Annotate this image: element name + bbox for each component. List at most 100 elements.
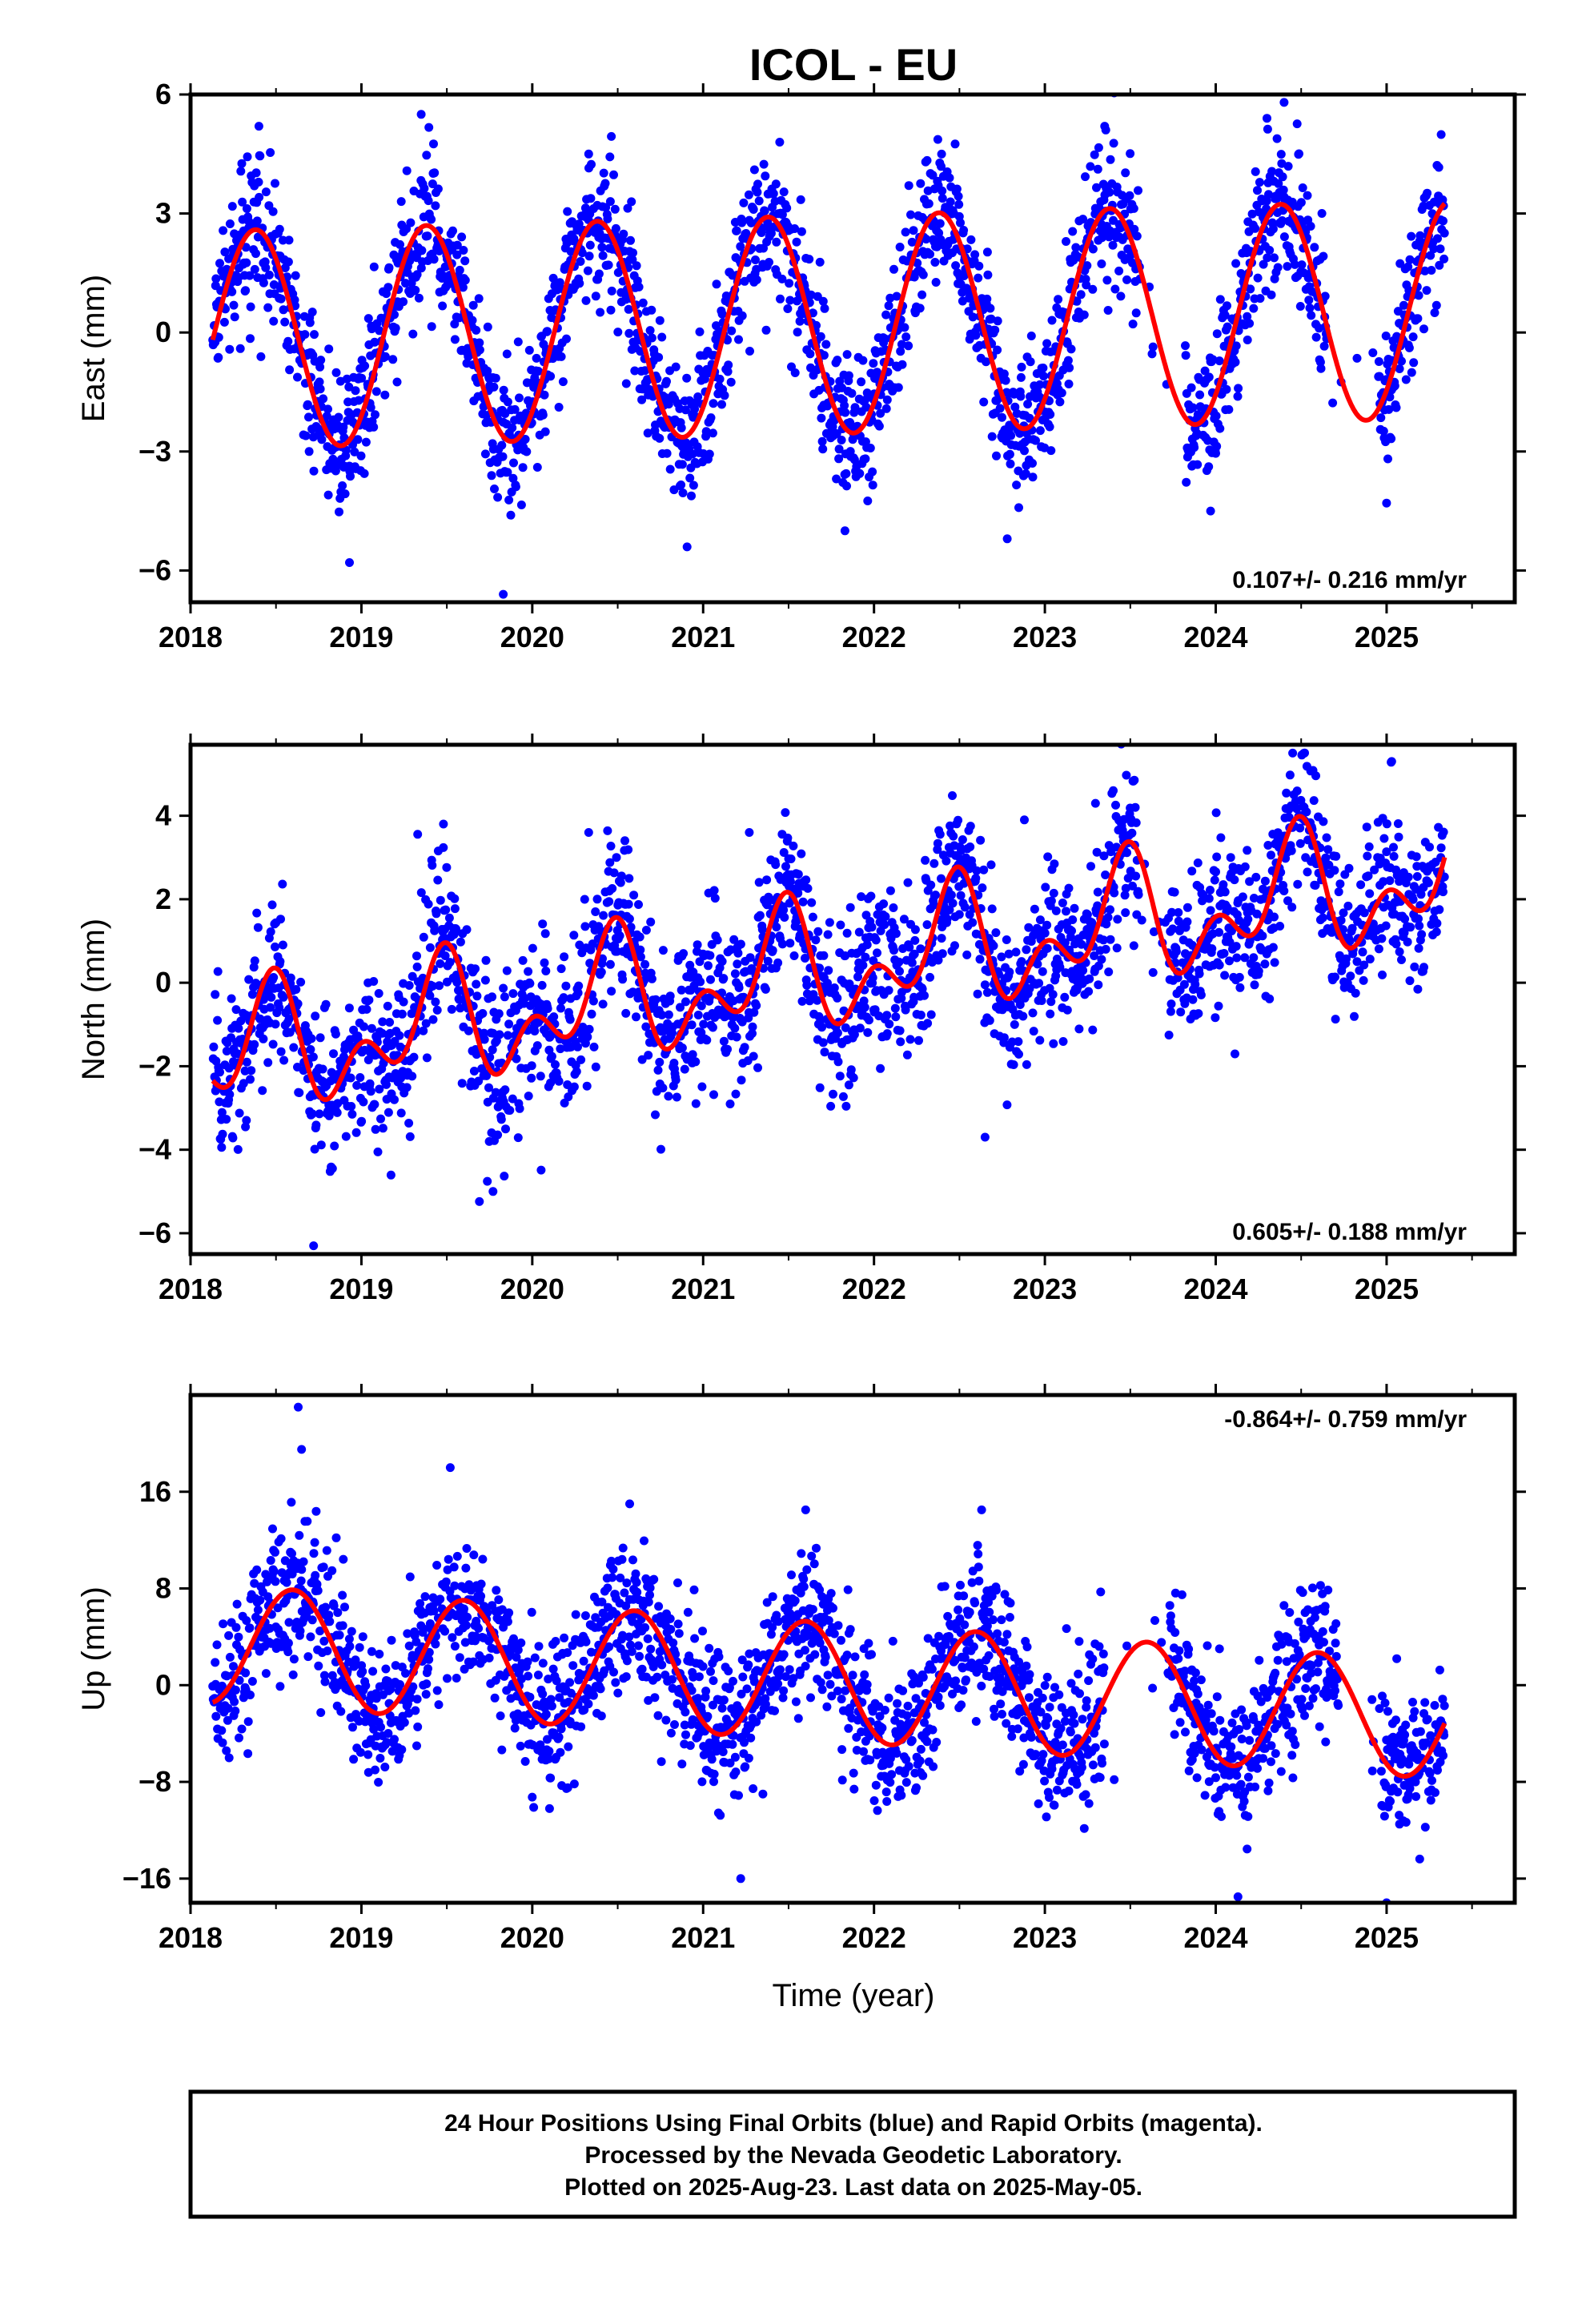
data-point — [1016, 392, 1026, 401]
data-point — [574, 981, 584, 991]
data-point — [212, 1640, 222, 1650]
data-point — [1234, 384, 1243, 393]
data-point — [243, 1717, 253, 1727]
data-point — [1038, 364, 1048, 372]
data-point — [489, 382, 499, 392]
data-point — [1258, 931, 1267, 941]
data-point — [980, 1132, 990, 1142]
data-point — [1038, 967, 1047, 976]
data-point — [1060, 992, 1070, 1002]
y-tick-label: −6 — [139, 553, 171, 586]
data-point — [469, 1067, 479, 1076]
data-point — [820, 1047, 829, 1057]
data-point — [378, 1017, 387, 1027]
data-point — [884, 986, 893, 995]
data-point — [736, 242, 745, 251]
data-point — [1255, 294, 1265, 304]
data-point — [1103, 913, 1113, 922]
data-point — [1035, 426, 1045, 436]
data-point — [1093, 887, 1102, 897]
data-point — [227, 202, 237, 211]
data-point — [1028, 459, 1037, 468]
data-point — [219, 226, 228, 235]
data-point — [1060, 938, 1070, 947]
data-point — [829, 1089, 837, 1099]
data-point — [737, 218, 747, 227]
data-point — [342, 374, 351, 384]
data-point — [508, 1094, 517, 1104]
data-point — [719, 974, 729, 983]
data-point — [504, 1019, 514, 1029]
data-point — [841, 1023, 850, 1032]
data-point — [1082, 261, 1092, 271]
data-point — [1311, 881, 1320, 890]
data-point — [1211, 448, 1220, 458]
data-point — [928, 171, 938, 180]
data-point — [795, 316, 805, 326]
data-point — [1078, 215, 1088, 224]
data-point — [628, 248, 637, 258]
data-point — [708, 428, 717, 438]
data-point — [246, 1691, 255, 1699]
data-point — [480, 975, 490, 985]
data-point — [1004, 949, 1014, 959]
data-point — [480, 1035, 489, 1044]
data-point — [857, 892, 866, 902]
data-point — [730, 1023, 740, 1033]
data-point — [737, 1076, 746, 1085]
data-point — [1296, 198, 1306, 207]
data-point — [572, 1067, 581, 1076]
data-point — [1023, 400, 1033, 409]
data-point — [286, 973, 295, 983]
data-point — [217, 1143, 227, 1152]
data-point — [496, 1115, 506, 1124]
data-point — [1303, 867, 1312, 877]
data-point — [247, 990, 257, 999]
data-point — [901, 332, 911, 342]
data-point — [1419, 324, 1428, 334]
data-point — [1049, 1039, 1058, 1048]
data-point — [431, 201, 440, 211]
data-point — [311, 1570, 320, 1580]
data-point — [819, 951, 829, 960]
data-point — [1106, 155, 1115, 164]
data-point — [1405, 976, 1415, 986]
data-point — [636, 945, 645, 955]
data-point — [1010, 1019, 1019, 1029]
data-point — [540, 929, 550, 939]
data-point — [786, 854, 796, 863]
data-point — [500, 992, 509, 1002]
data-point — [263, 303, 273, 312]
data-point — [269, 316, 279, 326]
data-point — [627, 197, 636, 207]
data-point — [635, 932, 644, 942]
data-point — [833, 1057, 843, 1067]
data-point — [462, 925, 472, 935]
data-point — [1302, 807, 1311, 817]
data-point — [1391, 939, 1401, 949]
data-point — [413, 1722, 423, 1731]
data-point — [457, 232, 467, 242]
data-point — [910, 935, 920, 945]
data-point — [1043, 852, 1053, 862]
data-point — [278, 879, 287, 889]
data-point — [322, 1546, 331, 1555]
data-point — [1098, 233, 1106, 243]
data-point — [601, 203, 611, 212]
data-point — [1131, 818, 1141, 827]
data-point — [1077, 939, 1086, 949]
data-point — [268, 207, 278, 216]
data-point — [901, 1005, 910, 1015]
data-point — [582, 1081, 592, 1091]
data-point — [429, 139, 438, 149]
data-point — [1365, 955, 1375, 964]
data-point — [540, 958, 549, 967]
data-point — [1315, 324, 1324, 333]
data-point — [1324, 860, 1334, 870]
x-tick-label: 2019 — [329, 1273, 393, 1305]
data-point — [448, 226, 457, 235]
data-point — [1062, 907, 1070, 916]
data-point — [482, 1071, 492, 1080]
data-point — [271, 942, 279, 951]
data-point — [909, 226, 918, 235]
